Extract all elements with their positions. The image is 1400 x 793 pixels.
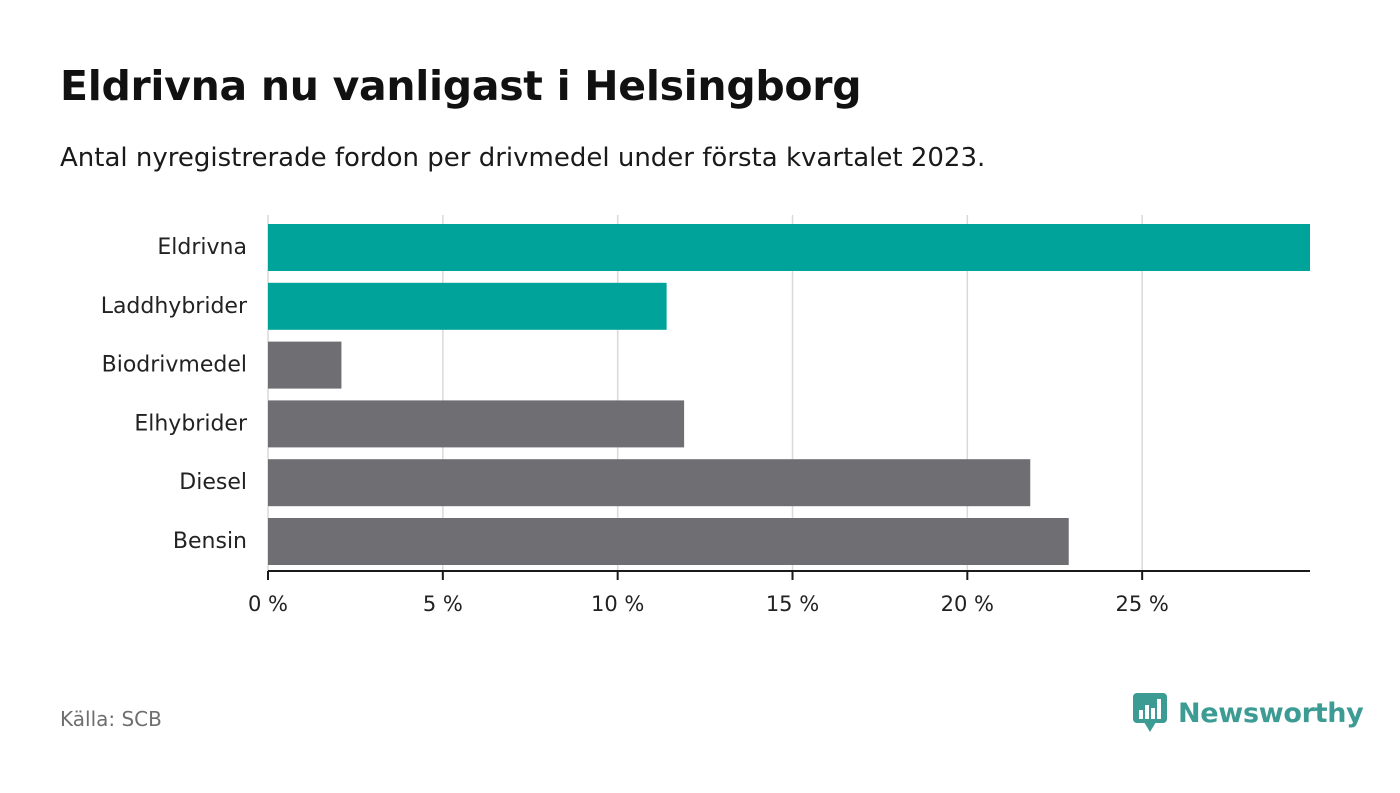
category-label: Laddhybrider <box>101 294 248 319</box>
x-tick-label: 10 % <box>591 592 644 616</box>
bar <box>268 518 1069 565</box>
bars <box>268 224 1310 565</box>
category-labels: Eldrivna Laddhybrider Biodrivmedel Elhybrid… <box>101 235 248 554</box>
source-note: Källa: SCB <box>60 707 162 731</box>
x-tick-label: 15 % <box>766 592 819 616</box>
x-tick-label: 5 % <box>423 592 463 616</box>
chart-subtitle: Antal nyregistrerade fordon per drivmede… <box>60 143 986 173</box>
newsworthy-logo-icon <box>1133 693 1167 732</box>
x-tick-label: 20 % <box>941 592 994 616</box>
newsworthy-logo: Newsworthy <box>1132 692 1364 734</box>
category-label: Elhybrider <box>134 411 248 436</box>
bar <box>268 341 342 389</box>
bar-chart: 0 % 5 % 10 % 15 % 20 % 25 % Eldrivna Laddhybri… <box>101 215 1310 616</box>
x-tick-label: 25 % <box>1115 592 1168 616</box>
x-axis: 0 % 5 % 10 % 15 % 20 % 25 % <box>248 570 1310 616</box>
x-tick-label: 0 % <box>248 592 288 616</box>
category-label: Diesel <box>179 470 247 495</box>
category-label: Bensin <box>173 529 247 554</box>
bar <box>268 282 667 330</box>
bar <box>268 459 1031 507</box>
bar <box>268 400 685 448</box>
chart-title: Eldrivna nu vanligast i Helsingborg <box>60 62 862 110</box>
category-label: Eldrivna <box>157 235 247 260</box>
bar <box>268 224 1310 271</box>
grid-lines <box>267 215 1143 571</box>
brand-name: Newsworthy <box>1178 697 1364 729</box>
category-label: Biodrivmedel <box>102 353 247 378</box>
